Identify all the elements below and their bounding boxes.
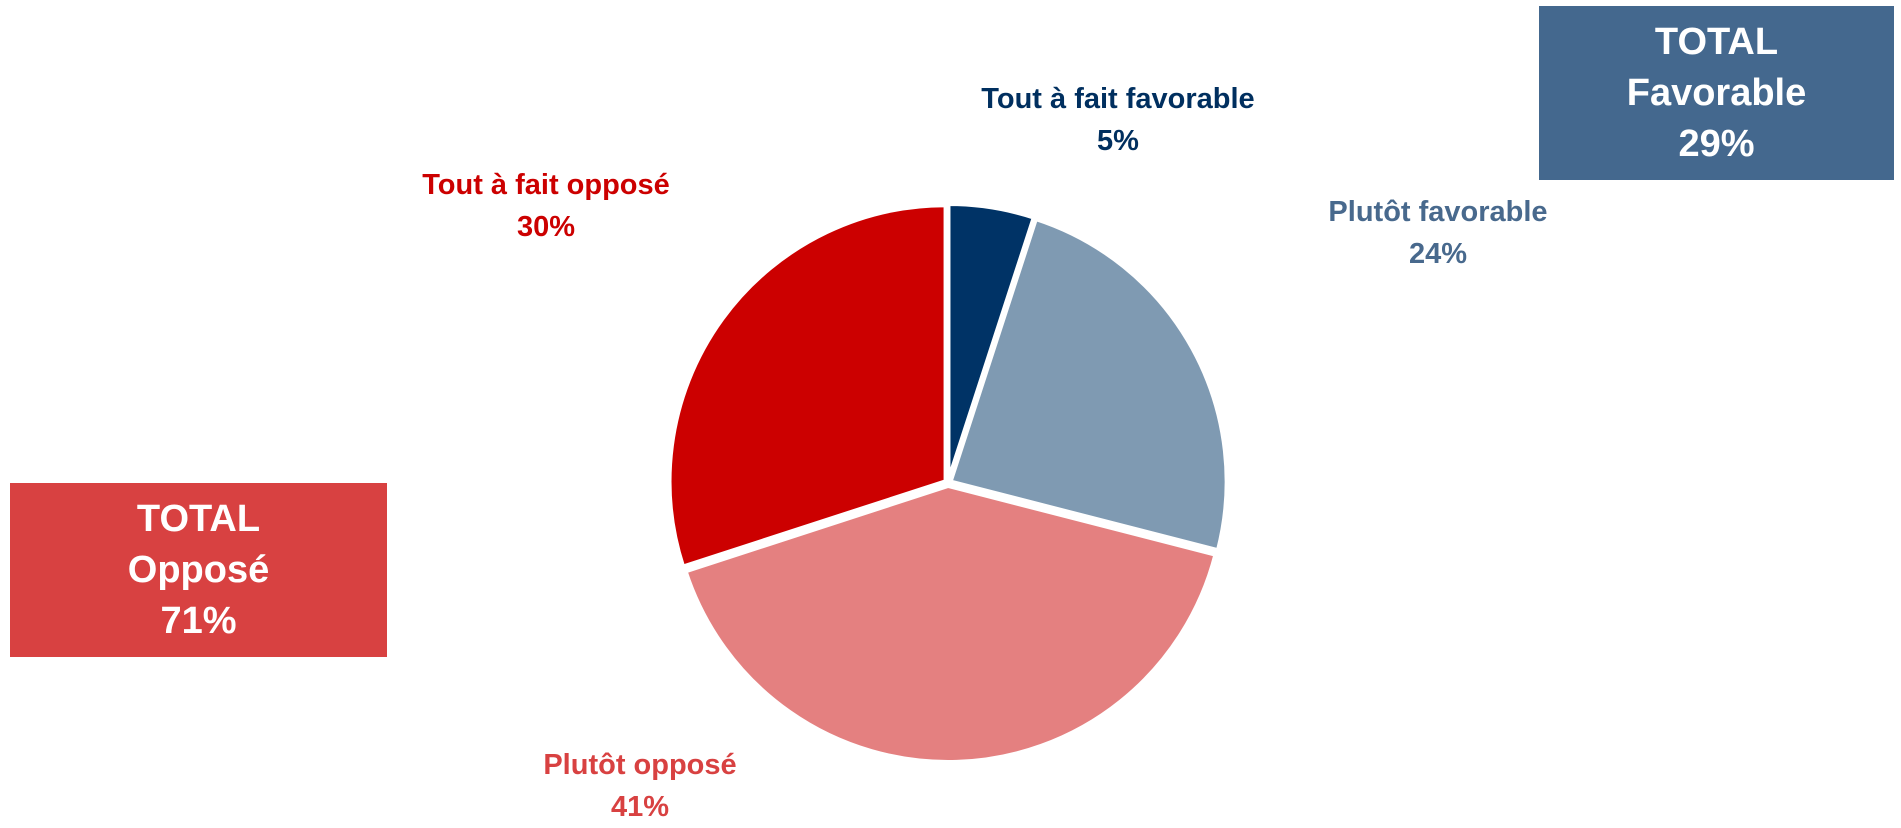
- total-favorable-label: Favorable: [1626, 71, 1807, 114]
- slice-value-plutot-favorable: 24%: [1409, 238, 1467, 270]
- slice-value-tout-a-fait-favorable: 5%: [1097, 125, 1139, 157]
- slice-value-tout-a-fait-oppose: 30%: [517, 211, 575, 243]
- pie-slice-plutot-oppose: [683, 483, 1218, 764]
- total-favorable-value: 29%: [1678, 122, 1755, 165]
- pie-slices: [667, 202, 1229, 764]
- total-oppose-title: TOTAL: [136, 497, 261, 540]
- total-favorable-title: TOTAL: [1654, 20, 1779, 63]
- pie-slice-tout-a-fait-oppose: [667, 203, 948, 570]
- slice-label-tout-a-fait-oppose: Tout à fait opposé: [422, 169, 670, 201]
- pie-slice-plutot-favorable: [948, 216, 1229, 553]
- pie-slice-tout-a-fait-favorable: [946, 202, 1037, 481]
- total-favorable-box: TOTAL Favorable 29%: [1539, 6, 1894, 180]
- total-oppose-box: TOTAL Opposé 71%: [10, 483, 387, 657]
- slice-label-plutot-oppose: Plutôt opposé: [543, 749, 736, 781]
- slice-label-plutot-favorable: Plutôt favorable: [1328, 196, 1547, 228]
- total-oppose-label: Opposé: [127, 548, 270, 591]
- total-oppose-value: 71%: [160, 599, 237, 642]
- pie-labels: Tout à fait favorable 5% Plutôt favorable 2…: [422, 83, 1547, 823]
- slice-value-plutot-oppose: 41%: [611, 791, 669, 823]
- slice-label-tout-a-fait-favorable: Tout à fait favorable: [981, 83, 1254, 115]
